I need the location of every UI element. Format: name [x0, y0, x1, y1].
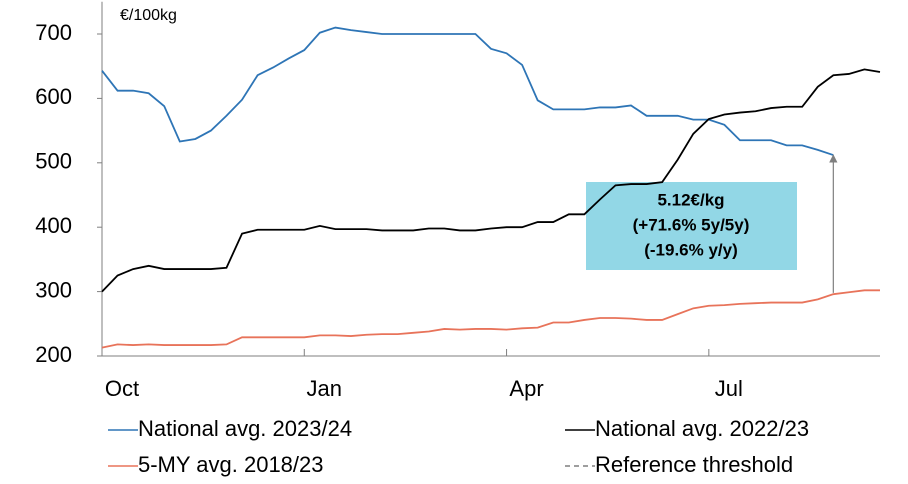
y-tick-label: 500: [35, 149, 72, 174]
annotation-text: (+71.6% 5y/5y): [633, 215, 750, 234]
y-tick-label: 200: [35, 342, 72, 367]
legend-label: Reference threshold: [595, 452, 793, 477]
y-tick-label: 300: [35, 277, 72, 302]
series-line: [101, 289, 880, 349]
y-tick-label: 600: [35, 84, 72, 109]
x-tick-label: Jan: [307, 376, 342, 401]
y-unit-label: €/100kg: [120, 7, 177, 24]
legend-label: 5-MY avg. 2018/23: [138, 452, 324, 477]
legend-label: National avg. 2023/24: [138, 416, 352, 441]
y-tick-label: 700: [35, 20, 72, 45]
x-tick-label: Jul: [715, 376, 743, 401]
annotation-text: 5.12€/kg: [657, 190, 724, 209]
series-line: [101, 26, 834, 156]
y-tick-label: 400: [35, 213, 72, 238]
series-line: [101, 68, 881, 293]
x-tick-label: Oct: [105, 376, 139, 401]
annotation-box: [586, 182, 797, 270]
x-tick-label: Apr: [509, 376, 543, 401]
annotation-text: (-19.6% y/y): [644, 240, 738, 259]
legend-label: National avg. 2022/23: [595, 416, 809, 441]
